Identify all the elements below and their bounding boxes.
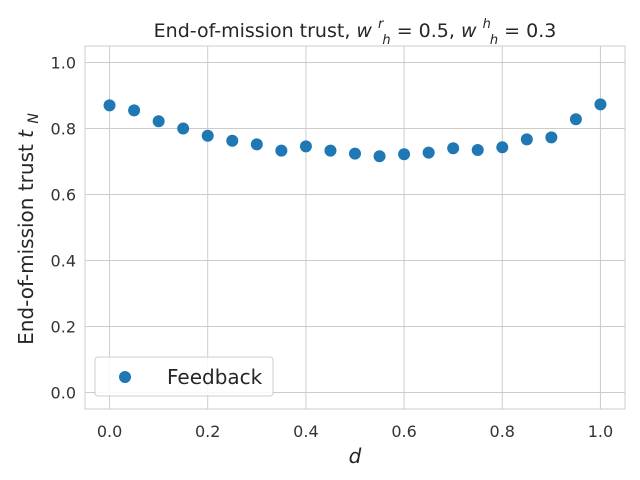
data-point xyxy=(373,150,386,163)
y-tick-label: 0.6 xyxy=(51,186,76,205)
y-axis-label-text: End-of-mission trust xyxy=(14,138,38,345)
x-tick-label: 0.6 xyxy=(391,422,416,441)
legend-label: Feedback xyxy=(167,365,263,389)
data-point xyxy=(103,99,116,112)
grid xyxy=(85,46,625,409)
title-var-1-sub: h xyxy=(382,33,390,48)
title-var-1-rest: = 0.5, xyxy=(397,20,461,42)
data-point xyxy=(471,143,484,156)
legend: Feedback xyxy=(94,356,274,397)
y-tick-labels: 0.0 0.2 0.4 0.6 0.8 1.0 xyxy=(51,54,76,403)
data-point xyxy=(398,148,411,161)
data-point xyxy=(447,142,460,155)
title-var-1-sup: r xyxy=(378,17,385,32)
y-tick-label: 0.2 xyxy=(51,318,76,337)
y-tick-label: 0.8 xyxy=(51,120,76,139)
data-point xyxy=(569,113,582,126)
data-point xyxy=(299,140,312,153)
data-point xyxy=(250,138,263,151)
legend-box xyxy=(94,356,274,397)
x-tick-label: 1.0 xyxy=(588,422,613,441)
x-axis-label: d xyxy=(349,444,362,468)
y-axis-var: t xyxy=(14,129,38,138)
title-var-1: w xyxy=(356,20,372,42)
data-point xyxy=(201,129,214,142)
data-points xyxy=(103,98,607,163)
data-point xyxy=(594,98,607,111)
x-tick-label: 0.4 xyxy=(293,422,318,441)
title-var-2-rest: = 0.3 xyxy=(504,20,556,42)
data-point xyxy=(349,147,361,160)
chart-title-text: End-of-mission trust, xyxy=(154,20,357,42)
y-tick-label: 0.0 xyxy=(51,384,76,403)
data-point xyxy=(177,122,190,135)
legend-marker xyxy=(119,371,131,383)
data-point xyxy=(520,133,533,146)
chart-title: End-of-mission trust, w r h = 0.5, w h h… xyxy=(154,11,557,49)
data-point xyxy=(324,144,337,157)
data-point xyxy=(275,144,288,157)
data-point xyxy=(226,134,239,147)
y-axis-var-sub: N xyxy=(26,113,42,124)
title-var-2-sub: h xyxy=(490,33,498,48)
y-tick-label: 1.0 xyxy=(51,54,76,73)
data-point xyxy=(422,146,435,159)
data-point xyxy=(152,115,165,128)
plot-frame xyxy=(84,45,626,410)
title-var-2-sup: h xyxy=(483,17,491,32)
x-tick-label: 0.2 xyxy=(195,422,220,441)
y-axis-label: End-of-mission trust t N xyxy=(14,113,42,345)
data-point xyxy=(496,141,509,154)
x-tick-label: 0.8 xyxy=(490,422,515,441)
data-point xyxy=(545,131,558,144)
y-tick-label: 0.4 xyxy=(51,252,76,271)
x-tick-label: 0.0 xyxy=(97,422,122,441)
title-var-2: w xyxy=(461,20,477,42)
data-point xyxy=(128,104,141,117)
x-tick-labels: 0.0 0.2 0.4 0.6 0.8 1.0 xyxy=(97,422,613,441)
